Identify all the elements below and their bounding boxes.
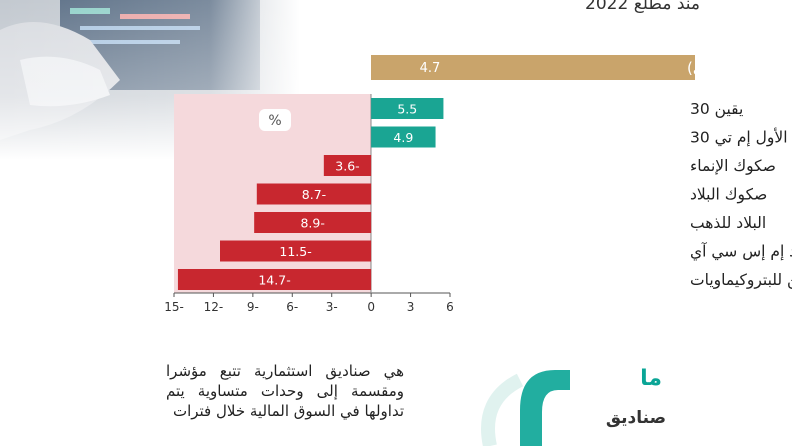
bar <box>371 98 444 119</box>
index-value: 4.7 <box>420 61 441 76</box>
index-bar <box>371 55 695 80</box>
category-label: يقين 30 <box>690 100 743 118</box>
bar <box>371 126 436 148</box>
bar <box>177 269 372 290</box>
x-tick-label: 15- <box>164 300 184 314</box>
fund-returns-chart: مؤشر السوق (تاسي) 4.7 % 5.5 يقين 30 4.9 الأ… <box>164 55 792 314</box>
x-tick-label: 12- <box>204 300 224 314</box>
explainer-text: هي صناديق استثمارية تتبع مؤشرا ومقسمة إل… <box>166 362 404 420</box>
category-label: البلاد إم إس سي آي <box>690 242 792 262</box>
x-tick-label: 3 <box>407 300 415 314</box>
category-label: الأول إم تي 30 <box>690 128 788 148</box>
bar-value-label: 14.7- <box>258 273 290 288</box>
x-tick-label: 6 <box>446 300 454 314</box>
category-label: صكوك البلاد <box>690 186 767 204</box>
bar-value-label: 5.5 <box>397 102 417 117</box>
bar-value-label: 8.9- <box>300 216 324 231</box>
category-label: يقين للبتروكيماويات <box>690 271 792 290</box>
bar <box>220 240 372 262</box>
bar <box>323 155 372 176</box>
bar-value-label: 11.5- <box>279 244 311 259</box>
bar <box>256 183 372 205</box>
logo-word-1: ما <box>640 366 662 391</box>
unit-badge <box>259 109 291 131</box>
bar-value-label: 4.9 <box>393 130 413 145</box>
category-label: البلاد للذهب <box>690 214 766 232</box>
logo-word-2: صناديق <box>605 408 666 428</box>
logo-arc <box>520 370 570 446</box>
bar <box>254 212 372 233</box>
x-tick-label: 9- <box>247 300 259 314</box>
index-label: مؤشر السوق (تاسي) <box>687 59 792 78</box>
x-tick-label: 6- <box>286 300 298 314</box>
unit-badge-text: % <box>268 113 281 129</box>
bar-value-label: 8.7- <box>302 187 326 202</box>
bar-value-label: 3.6- <box>335 159 359 174</box>
x-tick-label: 3- <box>326 300 338 314</box>
header-title: منذ مطلع 2022 <box>585 0 700 14</box>
x-tick-label: 0 <box>367 300 375 314</box>
section-logo: ما صناديق <box>460 350 690 446</box>
category-label: صكوك الإنماء <box>690 157 776 175</box>
